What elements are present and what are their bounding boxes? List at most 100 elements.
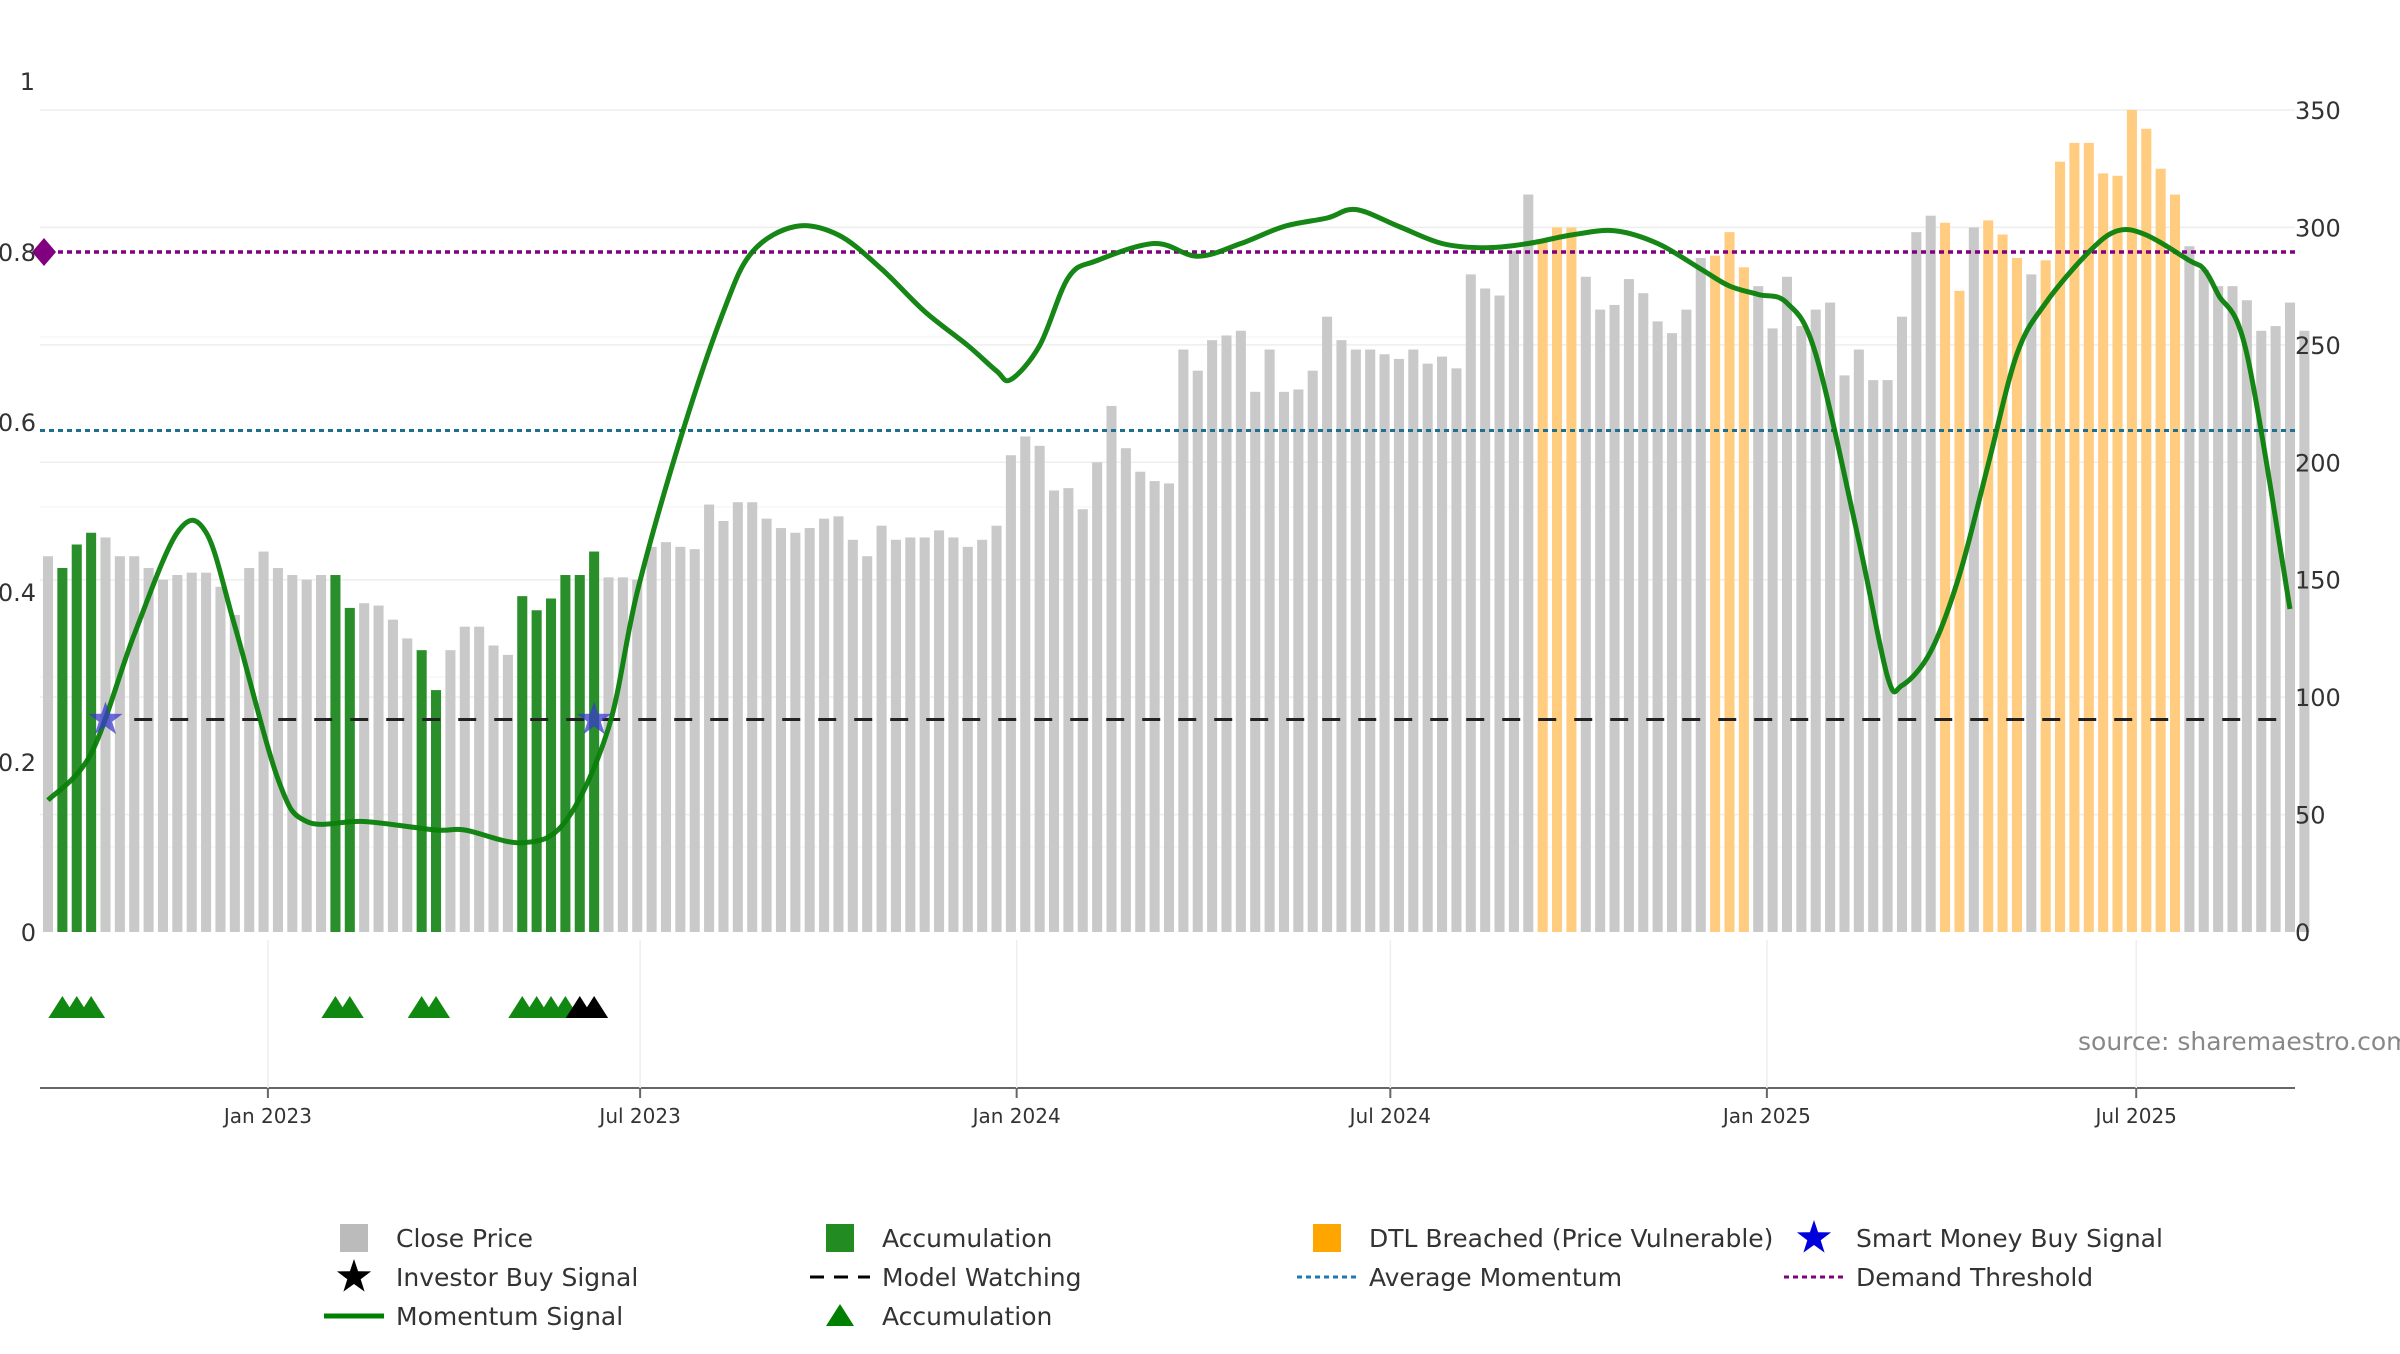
close-price-bar — [1810, 309, 1821, 933]
close-price-bar — [244, 567, 255, 932]
close-price-bar — [359, 603, 370, 932]
x-axis-date-label: Jan 2025 — [1721, 1104, 1811, 1128]
legend-label: Accumulation — [882, 1224, 1052, 1253]
close-price-bar — [1422, 363, 1433, 932]
close-price-bar — [876, 525, 887, 932]
dtl-breached-bar — [2055, 161, 2066, 932]
close-price-bar — [1666, 333, 1678, 933]
close-price-bar — [258, 551, 269, 932]
dtl-breached-bar — [1983, 220, 1994, 932]
close-price-bar — [603, 577, 614, 932]
close-price-bar — [2198, 269, 2209, 932]
legend-label: Model Watching — [882, 1263, 1082, 1292]
close-price-bar — [704, 504, 715, 932]
close-price-bar — [186, 572, 197, 932]
dtl-breached-bar — [2011, 257, 2022, 933]
close-price-bar — [1264, 349, 1275, 932]
close-price-bar — [1293, 389, 1304, 933]
dtl-breached-bar — [1954, 290, 1965, 933]
dtl-breached-bar — [2112, 175, 2123, 932]
close-price-bar — [847, 539, 858, 932]
dtl-breached-bar — [2169, 194, 2181, 932]
right-axis-tick-label: 350 — [2295, 97, 2341, 125]
accumulation-bar — [71, 544, 82, 932]
close-price-bar — [1681, 309, 1692, 933]
close-price-bar — [1149, 481, 1160, 932]
accumulation-bar — [431, 690, 442, 932]
close-price-bar — [761, 518, 772, 932]
close-price-bar — [1336, 340, 1347, 932]
accumulation-swatch — [826, 1224, 854, 1252]
close-price-bar — [1350, 349, 1361, 932]
accumulation-bar — [57, 567, 68, 932]
legend-item: Demand Threshold — [1784, 1263, 2093, 1292]
close-price-bar — [1911, 232, 1922, 932]
close-price-bar — [1896, 316, 1907, 932]
legend-item: Close Price — [340, 1224, 533, 1253]
close-price-bar — [1192, 370, 1203, 933]
close-price-bar — [114, 556, 125, 932]
x-axis-date-label: Jan 2023 — [222, 1104, 312, 1128]
star-icon — [1796, 1220, 1832, 1253]
x-axis-date-label: Jul 2025 — [2094, 1104, 2177, 1128]
close-price-bar — [1839, 375, 1850, 933]
close-price-bar — [1163, 483, 1175, 932]
close-price-bar — [1063, 488, 1074, 932]
legend-label: Momentum Signal — [396, 1302, 623, 1331]
close-price-bar — [1623, 279, 1634, 932]
close-price-bar — [474, 626, 485, 932]
legend-label: Investor Buy Signal — [396, 1263, 638, 1292]
close-price-bar — [1221, 335, 1232, 932]
close-price-bar — [862, 556, 873, 932]
close-price-bar — [660, 542, 672, 932]
left-axis-top-label: 1 — [20, 68, 35, 96]
legend-label: DTL Breached (Price Vulnerable) — [1369, 1224, 1773, 1253]
close-price-bar — [2270, 326, 2281, 932]
close-price-bar — [617, 577, 628, 932]
close-price-bar — [948, 537, 959, 932]
accumulation-bar — [344, 607, 355, 932]
star-icon — [336, 1259, 372, 1292]
close-price-bar — [373, 605, 384, 932]
right-axis-tick-label: 200 — [2295, 449, 2341, 477]
close-price-bar — [1120, 448, 1131, 932]
demand-threshold-marker — [32, 238, 56, 266]
close-price-bar — [1638, 293, 1649, 932]
close-price-bar — [1925, 215, 1936, 932]
close-price-bar — [2184, 246, 2195, 932]
close-price-bar — [402, 638, 413, 932]
close-price-bar — [790, 532, 801, 932]
close-price-bar — [2299, 330, 2310, 932]
dtl-breached-bar — [1566, 227, 1577, 932]
close-price-bar — [2241, 300, 2252, 933]
legend-label: Close Price — [396, 1224, 533, 1253]
close-price-bar — [287, 575, 298, 932]
close-price-bar — [1882, 380, 1893, 933]
close-price-bar — [143, 567, 154, 932]
close-price-bar — [157, 579, 169, 932]
close-price-bar — [1781, 276, 1793, 933]
accumulation-bar — [531, 610, 542, 932]
close-price-bar — [1106, 405, 1117, 932]
accumulation-bar — [86, 532, 97, 932]
close-price-bar — [1365, 349, 1376, 932]
close-price-bar — [919, 537, 930, 932]
legend-item: Momentum Signal — [324, 1302, 623, 1331]
x-axis-date-label: Jan 2024 — [971, 1104, 1061, 1128]
accumulation-bar — [517, 596, 528, 932]
accumulation-bar — [416, 650, 427, 932]
close-price-bar — [1695, 257, 1706, 933]
smart-money-star-icon — [577, 701, 612, 735]
close-price-bar — [1753, 286, 1764, 933]
close-price-bar — [646, 546, 657, 932]
close-price-bar — [2227, 286, 2238, 933]
x-axis-date-label: Jul 2023 — [597, 1104, 680, 1128]
accumulation-bar — [330, 575, 341, 932]
close-price-bar — [977, 539, 988, 932]
close-price-bar — [1465, 274, 1476, 932]
dtl-breached-bar — [2126, 110, 2137, 932]
left-axis-tick-label: 0 — [21, 919, 36, 947]
close-price-bar — [445, 650, 456, 932]
